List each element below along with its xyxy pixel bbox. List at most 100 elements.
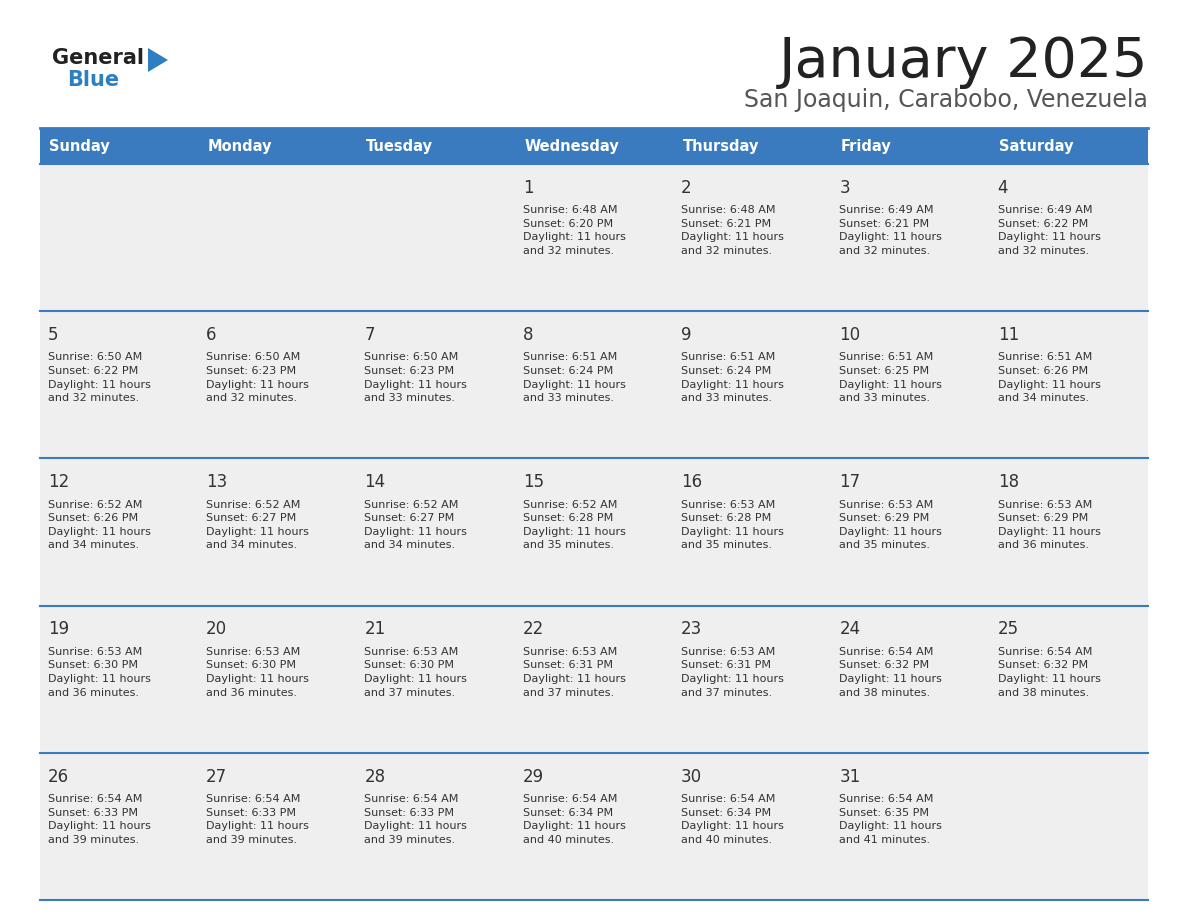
Text: Thursday: Thursday bbox=[683, 139, 759, 153]
Bar bbox=[990, 128, 1148, 164]
Bar bbox=[356, 606, 514, 753]
Bar bbox=[990, 311, 1148, 458]
Bar bbox=[356, 164, 514, 311]
Bar bbox=[514, 606, 674, 753]
Text: Sunrise: 6:54 AM
Sunset: 6:34 PM
Daylight: 11 hours
and 40 minutes.: Sunrise: 6:54 AM Sunset: 6:34 PM Dayligh… bbox=[523, 794, 626, 845]
Text: Sunrise: 6:48 AM
Sunset: 6:20 PM
Daylight: 11 hours
and 32 minutes.: Sunrise: 6:48 AM Sunset: 6:20 PM Dayligh… bbox=[523, 206, 626, 256]
Text: Sunrise: 6:49 AM
Sunset: 6:21 PM
Daylight: 11 hours
and 32 minutes.: Sunrise: 6:49 AM Sunset: 6:21 PM Dayligh… bbox=[840, 206, 942, 256]
Text: 3: 3 bbox=[840, 179, 849, 196]
Text: Sunrise: 6:53 AM
Sunset: 6:31 PM
Daylight: 11 hours
and 37 minutes.: Sunrise: 6:53 AM Sunset: 6:31 PM Dayligh… bbox=[681, 647, 784, 698]
Bar bbox=[832, 311, 990, 458]
Text: 21: 21 bbox=[365, 621, 386, 638]
Bar bbox=[356, 128, 514, 164]
Bar bbox=[40, 164, 198, 311]
Text: Sunrise: 6:54 AM
Sunset: 6:33 PM
Daylight: 11 hours
and 39 minutes.: Sunrise: 6:54 AM Sunset: 6:33 PM Dayligh… bbox=[207, 794, 309, 845]
Text: 18: 18 bbox=[998, 473, 1019, 491]
Text: Sunrise: 6:52 AM
Sunset: 6:28 PM
Daylight: 11 hours
and 35 minutes.: Sunrise: 6:52 AM Sunset: 6:28 PM Dayligh… bbox=[523, 499, 626, 551]
Text: 10: 10 bbox=[840, 326, 860, 344]
Bar bbox=[990, 753, 1148, 900]
Text: 30: 30 bbox=[681, 767, 702, 786]
Text: Sunrise: 6:53 AM
Sunset: 6:29 PM
Daylight: 11 hours
and 35 minutes.: Sunrise: 6:53 AM Sunset: 6:29 PM Dayligh… bbox=[840, 499, 942, 551]
Text: Sunrise: 6:52 AM
Sunset: 6:26 PM
Daylight: 11 hours
and 34 minutes.: Sunrise: 6:52 AM Sunset: 6:26 PM Dayligh… bbox=[48, 499, 151, 551]
Bar bbox=[832, 128, 990, 164]
Text: Sunrise: 6:50 AM
Sunset: 6:22 PM
Daylight: 11 hours
and 32 minutes.: Sunrise: 6:50 AM Sunset: 6:22 PM Dayligh… bbox=[48, 353, 151, 403]
Text: Monday: Monday bbox=[208, 139, 272, 153]
Bar bbox=[514, 311, 674, 458]
Text: 19: 19 bbox=[48, 621, 69, 638]
Text: Sunrise: 6:51 AM
Sunset: 6:24 PM
Daylight: 11 hours
and 33 minutes.: Sunrise: 6:51 AM Sunset: 6:24 PM Dayligh… bbox=[681, 353, 784, 403]
Bar bbox=[514, 128, 674, 164]
Bar bbox=[990, 606, 1148, 753]
Text: Sunrise: 6:53 AM
Sunset: 6:30 PM
Daylight: 11 hours
and 37 minutes.: Sunrise: 6:53 AM Sunset: 6:30 PM Dayligh… bbox=[365, 647, 467, 698]
Text: 28: 28 bbox=[365, 767, 386, 786]
Text: 20: 20 bbox=[207, 621, 227, 638]
Text: 12: 12 bbox=[48, 473, 69, 491]
Bar bbox=[356, 753, 514, 900]
Text: 4: 4 bbox=[998, 179, 1009, 196]
Bar bbox=[674, 128, 832, 164]
Text: Sunrise: 6:51 AM
Sunset: 6:25 PM
Daylight: 11 hours
and 33 minutes.: Sunrise: 6:51 AM Sunset: 6:25 PM Dayligh… bbox=[840, 353, 942, 403]
Text: January 2025: January 2025 bbox=[778, 35, 1148, 89]
Text: Sunrise: 6:53 AM
Sunset: 6:28 PM
Daylight: 11 hours
and 35 minutes.: Sunrise: 6:53 AM Sunset: 6:28 PM Dayligh… bbox=[681, 499, 784, 551]
Bar bbox=[198, 606, 356, 753]
Text: Sunrise: 6:51 AM
Sunset: 6:24 PM
Daylight: 11 hours
and 33 minutes.: Sunrise: 6:51 AM Sunset: 6:24 PM Dayligh… bbox=[523, 353, 626, 403]
Bar bbox=[356, 458, 514, 606]
Bar bbox=[674, 164, 832, 311]
Text: Sunrise: 6:52 AM
Sunset: 6:27 PM
Daylight: 11 hours
and 34 minutes.: Sunrise: 6:52 AM Sunset: 6:27 PM Dayligh… bbox=[365, 499, 467, 551]
Bar bbox=[198, 753, 356, 900]
Bar bbox=[356, 311, 514, 458]
Text: Sunrise: 6:50 AM
Sunset: 6:23 PM
Daylight: 11 hours
and 32 minutes.: Sunrise: 6:50 AM Sunset: 6:23 PM Dayligh… bbox=[207, 353, 309, 403]
Text: 13: 13 bbox=[207, 473, 227, 491]
Text: Sunrise: 6:53 AM
Sunset: 6:29 PM
Daylight: 11 hours
and 36 minutes.: Sunrise: 6:53 AM Sunset: 6:29 PM Dayligh… bbox=[998, 499, 1100, 551]
Bar bbox=[990, 164, 1148, 311]
Text: Blue: Blue bbox=[67, 70, 119, 90]
Bar bbox=[198, 311, 356, 458]
Text: Sunrise: 6:50 AM
Sunset: 6:23 PM
Daylight: 11 hours
and 33 minutes.: Sunrise: 6:50 AM Sunset: 6:23 PM Dayligh… bbox=[365, 353, 467, 403]
Bar bbox=[198, 128, 356, 164]
Text: Friday: Friday bbox=[841, 139, 892, 153]
Bar bbox=[832, 753, 990, 900]
Text: 16: 16 bbox=[681, 473, 702, 491]
Text: Sunrise: 6:51 AM
Sunset: 6:26 PM
Daylight: 11 hours
and 34 minutes.: Sunrise: 6:51 AM Sunset: 6:26 PM Dayligh… bbox=[998, 353, 1100, 403]
Text: 24: 24 bbox=[840, 621, 860, 638]
Text: Sunrise: 6:49 AM
Sunset: 6:22 PM
Daylight: 11 hours
and 32 minutes.: Sunrise: 6:49 AM Sunset: 6:22 PM Dayligh… bbox=[998, 206, 1100, 256]
Bar bbox=[832, 164, 990, 311]
Text: 2: 2 bbox=[681, 179, 691, 196]
Polygon shape bbox=[148, 48, 168, 72]
Bar bbox=[674, 458, 832, 606]
Text: 6: 6 bbox=[207, 326, 216, 344]
Text: 22: 22 bbox=[523, 621, 544, 638]
Bar bbox=[674, 753, 832, 900]
Text: Sunrise: 6:48 AM
Sunset: 6:21 PM
Daylight: 11 hours
and 32 minutes.: Sunrise: 6:48 AM Sunset: 6:21 PM Dayligh… bbox=[681, 206, 784, 256]
Text: 26: 26 bbox=[48, 767, 69, 786]
Text: 25: 25 bbox=[998, 621, 1019, 638]
Bar bbox=[40, 311, 198, 458]
Text: Wednesday: Wednesday bbox=[524, 139, 619, 153]
Text: 27: 27 bbox=[207, 767, 227, 786]
Text: 8: 8 bbox=[523, 326, 533, 344]
Text: 23: 23 bbox=[681, 621, 702, 638]
Text: Sunrise: 6:52 AM
Sunset: 6:27 PM
Daylight: 11 hours
and 34 minutes.: Sunrise: 6:52 AM Sunset: 6:27 PM Dayligh… bbox=[207, 499, 309, 551]
Bar bbox=[514, 753, 674, 900]
Text: Sunrise: 6:54 AM
Sunset: 6:33 PM
Daylight: 11 hours
and 39 minutes.: Sunrise: 6:54 AM Sunset: 6:33 PM Dayligh… bbox=[48, 794, 151, 845]
Text: Saturday: Saturday bbox=[999, 139, 1074, 153]
Text: Sunrise: 6:54 AM
Sunset: 6:33 PM
Daylight: 11 hours
and 39 minutes.: Sunrise: 6:54 AM Sunset: 6:33 PM Dayligh… bbox=[365, 794, 467, 845]
Bar bbox=[198, 164, 356, 311]
Bar bbox=[40, 128, 198, 164]
Text: 29: 29 bbox=[523, 767, 544, 786]
Text: 31: 31 bbox=[840, 767, 860, 786]
Text: Sunrise: 6:53 AM
Sunset: 6:31 PM
Daylight: 11 hours
and 37 minutes.: Sunrise: 6:53 AM Sunset: 6:31 PM Dayligh… bbox=[523, 647, 626, 698]
Bar bbox=[40, 458, 198, 606]
Text: 15: 15 bbox=[523, 473, 544, 491]
Text: Sunrise: 6:54 AM
Sunset: 6:35 PM
Daylight: 11 hours
and 41 minutes.: Sunrise: 6:54 AM Sunset: 6:35 PM Dayligh… bbox=[840, 794, 942, 845]
Bar bbox=[990, 458, 1148, 606]
Bar bbox=[514, 164, 674, 311]
Text: 9: 9 bbox=[681, 326, 691, 344]
Bar bbox=[674, 606, 832, 753]
Text: Sunrise: 6:53 AM
Sunset: 6:30 PM
Daylight: 11 hours
and 36 minutes.: Sunrise: 6:53 AM Sunset: 6:30 PM Dayligh… bbox=[207, 647, 309, 698]
Bar bbox=[198, 458, 356, 606]
Text: 14: 14 bbox=[365, 473, 386, 491]
Text: Sunrise: 6:54 AM
Sunset: 6:32 PM
Daylight: 11 hours
and 38 minutes.: Sunrise: 6:54 AM Sunset: 6:32 PM Dayligh… bbox=[840, 647, 942, 698]
Text: Sunday: Sunday bbox=[50, 139, 110, 153]
Text: Sunrise: 6:54 AM
Sunset: 6:32 PM
Daylight: 11 hours
and 38 minutes.: Sunrise: 6:54 AM Sunset: 6:32 PM Dayligh… bbox=[998, 647, 1100, 698]
